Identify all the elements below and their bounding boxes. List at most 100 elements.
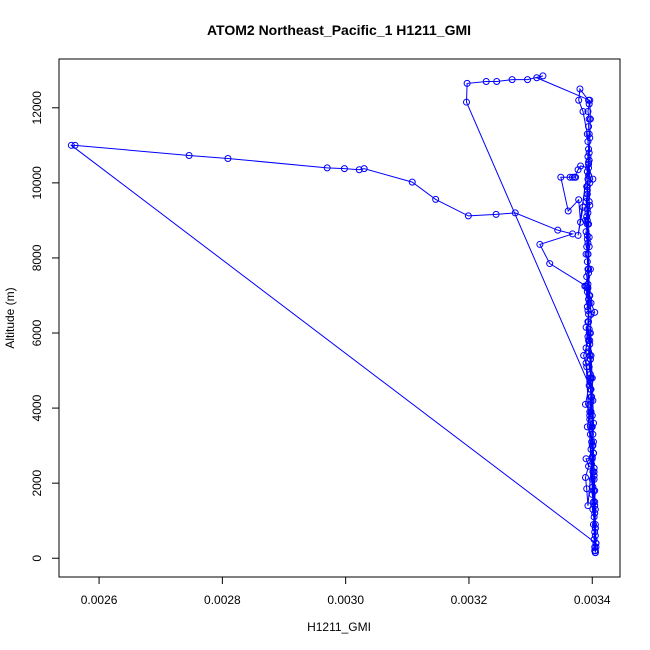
data-point xyxy=(586,134,594,142)
data-point xyxy=(583,303,591,311)
data-point xyxy=(569,230,577,238)
y-tick-label: 10000 xyxy=(30,166,44,200)
data-point xyxy=(586,355,594,363)
data-point xyxy=(590,472,598,480)
data-point xyxy=(340,165,348,173)
data-point xyxy=(583,363,591,371)
data-point xyxy=(586,340,594,348)
data-point xyxy=(463,79,471,87)
data-point xyxy=(591,502,599,510)
data-point xyxy=(574,166,582,174)
x-axis-label: H1211_GMI xyxy=(307,620,371,634)
data-point xyxy=(585,243,593,251)
data-point xyxy=(511,209,519,217)
data-point xyxy=(582,359,590,367)
data-point xyxy=(464,212,472,220)
data-point xyxy=(591,487,599,495)
data-point xyxy=(588,423,596,431)
data-point xyxy=(585,123,593,131)
data-point xyxy=(539,72,547,80)
data-point xyxy=(589,505,597,513)
data-point xyxy=(408,178,416,186)
data-point xyxy=(581,474,589,482)
data-point xyxy=(583,485,591,493)
data-point xyxy=(546,260,554,268)
y-tick-label: 0 xyxy=(30,555,44,562)
data-point xyxy=(591,520,599,528)
data-point xyxy=(585,329,593,337)
data-point xyxy=(575,196,583,204)
y-tick-label: 12000 xyxy=(30,91,44,125)
data-point xyxy=(566,173,574,181)
data-point xyxy=(67,141,75,149)
data-point xyxy=(432,195,440,203)
data-point xyxy=(585,220,593,228)
data-point xyxy=(579,108,587,116)
data-point xyxy=(591,549,599,557)
data-point xyxy=(591,498,599,506)
data-point xyxy=(585,198,593,206)
data-point xyxy=(590,475,598,483)
data-point xyxy=(586,370,594,378)
data-point xyxy=(355,166,363,174)
data-point xyxy=(586,201,594,209)
series-layer xyxy=(67,72,600,557)
x-tick-label: 0.0026 xyxy=(81,593,118,607)
data-point xyxy=(586,412,594,420)
data-point xyxy=(584,250,592,258)
data-point xyxy=(583,190,591,198)
data-point xyxy=(584,175,592,183)
data-point xyxy=(577,218,585,226)
data-point xyxy=(586,265,594,273)
data-point xyxy=(586,374,594,382)
data-point xyxy=(589,419,597,427)
data-point xyxy=(585,382,593,390)
data-point xyxy=(493,78,501,86)
data-point xyxy=(585,149,593,157)
x-tick-label: 0.0030 xyxy=(327,593,364,607)
x-axis: 0.0026 0.0028 0.0030 0.0032 0.0034 xyxy=(81,576,611,607)
data-point xyxy=(591,509,599,517)
data-point xyxy=(585,171,593,179)
data-point xyxy=(482,78,490,86)
data-point xyxy=(585,100,593,108)
data-point xyxy=(583,423,591,431)
data-point xyxy=(584,306,592,314)
data-point xyxy=(585,130,593,138)
data-point xyxy=(584,138,592,146)
x-tick-label: 0.0032 xyxy=(451,593,488,607)
data-point xyxy=(586,430,594,438)
data-point xyxy=(586,96,594,104)
data-point xyxy=(589,520,597,528)
y-tick-label: 6000 xyxy=(30,319,44,346)
data-point xyxy=(585,462,593,470)
data-point xyxy=(588,412,596,420)
data-point xyxy=(592,539,600,547)
data-point xyxy=(591,505,599,513)
data-point xyxy=(585,145,593,153)
data-point xyxy=(591,528,599,536)
data-point xyxy=(583,243,591,251)
data-point xyxy=(575,96,583,104)
data-point xyxy=(554,226,562,234)
data-point xyxy=(583,235,591,243)
y-tick-label: 8000 xyxy=(30,244,44,271)
data-point xyxy=(586,337,594,345)
data-point xyxy=(583,186,591,194)
data-point xyxy=(588,453,596,461)
data-point xyxy=(588,475,596,483)
data-point xyxy=(590,513,598,521)
data-point xyxy=(576,85,584,93)
data-point xyxy=(588,393,596,401)
data-point xyxy=(586,352,594,360)
data-point xyxy=(586,179,594,187)
data-point xyxy=(224,154,232,162)
data-point xyxy=(587,299,595,307)
data-point xyxy=(584,284,592,292)
data-point xyxy=(582,250,590,258)
data-point xyxy=(591,532,599,540)
x-tick-label: 0.0028 xyxy=(204,593,241,607)
data-point xyxy=(591,308,599,316)
data-point xyxy=(533,74,541,82)
